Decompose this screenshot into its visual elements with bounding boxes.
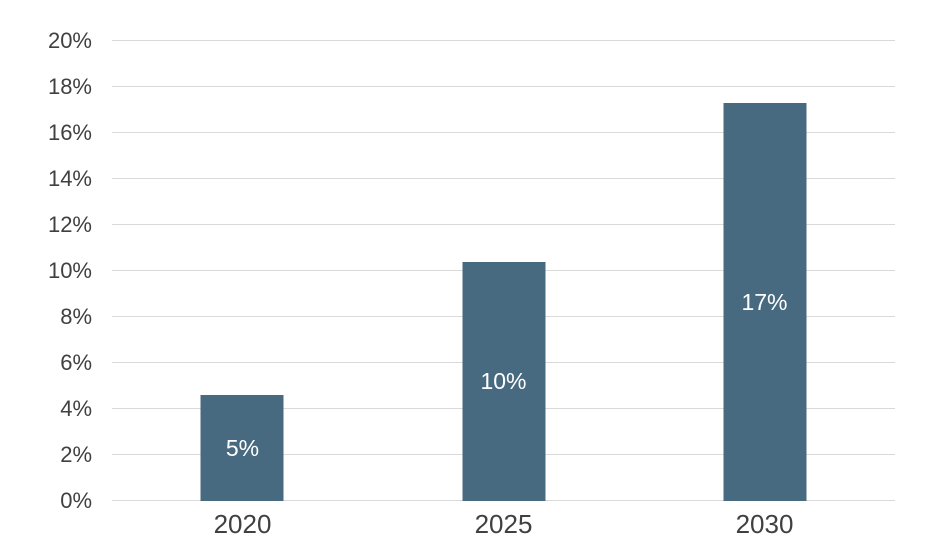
bar-2025: 10% [462,261,545,501]
x-tick-label: 2025 [474,509,533,539]
gridline [112,224,895,225]
bar-2030: 17% [723,103,806,501]
y-tick-label: 18% [47,74,92,99]
plot-area: 5% 10% 17% [112,40,895,501]
bar-2020: 5% [200,395,284,501]
y-tick-label: 6% [60,350,92,375]
x-axis: 2020 2025 2030 [112,501,895,546]
bar-value-label: 17% [741,288,788,315]
gridline [112,132,895,133]
x-tick-label: 2030 [735,509,794,539]
y-tick-label: 8% [60,304,92,329]
y-tick-label: 20% [47,28,92,53]
y-tick-label: 10% [47,258,92,283]
y-tick-label: 2% [60,442,92,467]
gridline [112,40,895,41]
gridline [112,178,895,179]
bar-value-label: 5% [225,434,260,461]
y-tick-label: 4% [60,396,92,421]
x-tick-label: 2020 [213,509,272,539]
y-tick-label: 16% [47,120,92,145]
gridline [112,86,895,87]
y-tick-label: 14% [47,166,92,191]
y-axis: 0% 2% 4% 6% 8% 10% 12% 14% 16% 18% 20% [0,30,92,512]
bar-value-label: 10% [480,367,527,394]
y-tick-label: 0% [60,488,92,513]
y-tick-label: 12% [47,212,92,237]
